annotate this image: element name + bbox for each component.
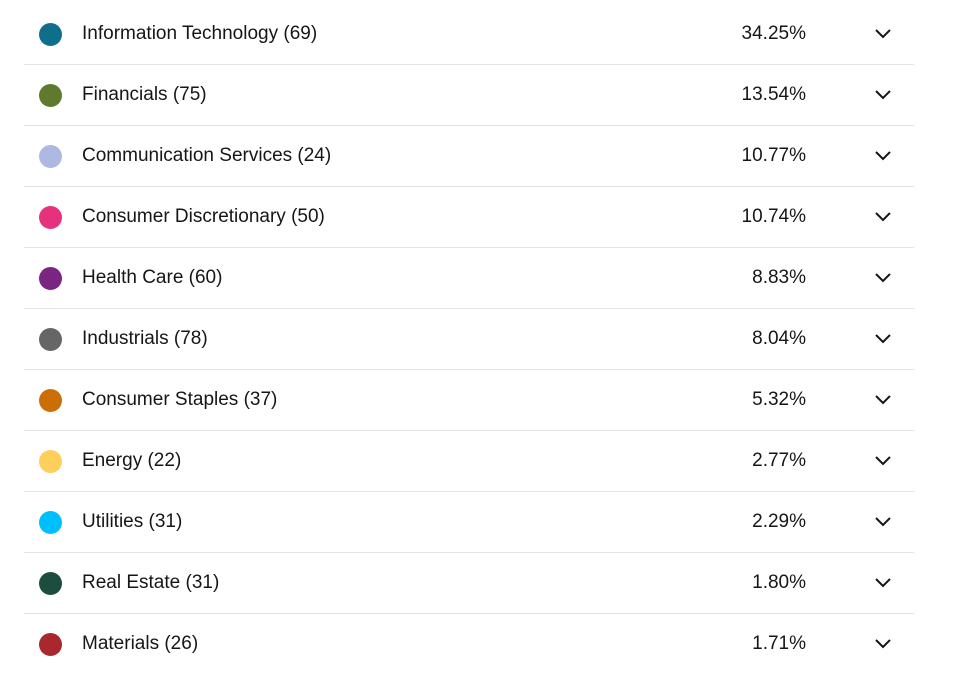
chevron-down-icon[interactable]: [872, 512, 894, 532]
sector-row-energy[interactable]: Energy (22) 2.77%: [24, 431, 914, 492]
sector-color-dot: [39, 23, 62, 46]
sector-label: Consumer Staples (37): [82, 389, 278, 410]
sector-label: Consumer Discretionary (50): [82, 206, 325, 227]
sector-weight: 10.77%: [741, 145, 806, 166]
sector-weight: 2.29%: [752, 511, 806, 532]
sector-row-health-care[interactable]: Health Care (60) 8.83%: [24, 248, 914, 309]
chevron-down-icon[interactable]: [872, 24, 894, 44]
sector-weight: 13.54%: [741, 84, 806, 105]
sector-color-dot: [39, 572, 62, 595]
sector-row-consumer-staples[interactable]: Consumer Staples (37) 5.32%: [24, 370, 914, 431]
chevron-down-icon[interactable]: [872, 85, 894, 105]
sector-label: Utilities (31): [82, 511, 183, 532]
chevron-down-icon[interactable]: [872, 634, 894, 654]
sector-list: Information Technology (69) 34.25% Finan…: [24, 4, 914, 674]
sector-color-dot: [39, 450, 62, 473]
sector-weight: 10.74%: [741, 206, 806, 227]
sector-weight: 1.80%: [752, 572, 806, 593]
sector-label: Materials (26): [82, 633, 199, 654]
sector-color-dot: [39, 267, 62, 290]
sector-label: Real Estate (31): [82, 572, 220, 593]
sector-weight: 5.32%: [752, 389, 806, 410]
sector-color-dot: [39, 328, 62, 351]
chevron-down-icon[interactable]: [872, 390, 894, 410]
sector-color-dot: [39, 389, 62, 412]
sector-weight: 8.83%: [752, 267, 806, 288]
sector-row-consumer-discretionary[interactable]: Consumer Discretionary (50) 10.74%: [24, 187, 914, 248]
sector-label: Industrials (78): [82, 328, 208, 349]
sector-row-industrials[interactable]: Industrials (78) 8.04%: [24, 309, 914, 370]
sector-label: Communication Services (24): [82, 145, 332, 166]
chevron-down-icon[interactable]: [872, 146, 894, 166]
sector-label: Health Care (60): [82, 267, 223, 288]
sector-row-information-technology[interactable]: Information Technology (69) 34.25%: [24, 4, 914, 65]
sector-label: Information Technology (69): [82, 23, 318, 44]
sector-weight: 8.04%: [752, 328, 806, 349]
sector-color-dot: [39, 633, 62, 656]
sector-row-materials[interactable]: Materials (26) 1.71%: [24, 614, 914, 674]
sector-label: Energy (22): [82, 450, 182, 471]
sector-label: Financials (75): [82, 84, 207, 105]
sector-color-dot: [39, 206, 62, 229]
sector-color-dot: [39, 84, 62, 107]
chevron-down-icon[interactable]: [872, 329, 894, 349]
sector-color-dot: [39, 511, 62, 534]
sector-row-financials[interactable]: Financials (75) 13.54%: [24, 65, 914, 126]
sector-row-communication-services[interactable]: Communication Services (24) 10.77%: [24, 126, 914, 187]
sector-row-real-estate[interactable]: Real Estate (31) 1.80%: [24, 553, 914, 614]
sector-weight: 2.77%: [752, 450, 806, 471]
chevron-down-icon[interactable]: [872, 451, 894, 471]
sector-color-dot: [39, 145, 62, 168]
chevron-down-icon[interactable]: [872, 207, 894, 227]
sector-weight: 34.25%: [741, 23, 806, 44]
sector-weight: 1.71%: [752, 633, 806, 654]
chevron-down-icon[interactable]: [872, 573, 894, 593]
sector-row-utilities[interactable]: Utilities (31) 2.29%: [24, 492, 914, 553]
chevron-down-icon[interactable]: [872, 268, 894, 288]
